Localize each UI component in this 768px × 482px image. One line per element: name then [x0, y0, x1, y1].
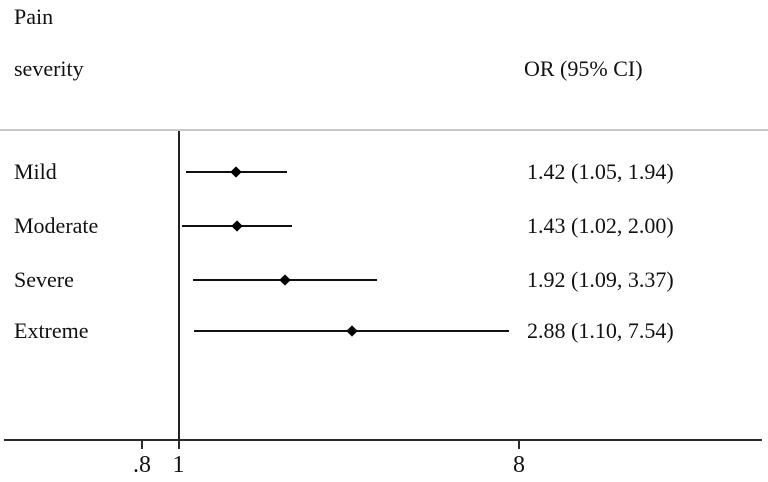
- row-label: Moderate: [14, 213, 99, 238]
- or-ci-value: 1.92 (1.09, 3.37): [527, 267, 674, 292]
- point-estimate-marker: [230, 166, 242, 178]
- x-axis-tick: [140, 441, 143, 449]
- column-header-pain: Pain: [14, 4, 54, 29]
- header-divider-line: [0, 129, 768, 131]
- x-axis-tick: [177, 441, 180, 449]
- x-axis-line: [4, 439, 762, 441]
- or-ci-value: 1.43 (1.02, 2.00): [527, 213, 674, 238]
- or-ci-value: 1.42 (1.05, 1.94): [527, 159, 674, 184]
- x-axis-tick: [518, 441, 520, 449]
- row-label: Mild: [14, 159, 57, 184]
- row-label: Severe: [14, 267, 74, 292]
- x-axis-tick-label: .8: [132, 452, 151, 478]
- column-header-severity: severity: [14, 56, 84, 81]
- point-estimate-marker: [346, 325, 358, 337]
- point-estimate-marker: [231, 220, 243, 232]
- column-header-or-ci: OR (95% CI): [524, 56, 643, 81]
- point-estimate-marker: [279, 274, 291, 286]
- or-ci-value: 2.88 (1.10, 7.54): [527, 318, 674, 343]
- x-axis-tick-label: 1: [172, 452, 185, 478]
- reference-line: [177, 131, 180, 449]
- row-label: Extreme: [14, 318, 89, 343]
- x-axis-tick-label: 8: [513, 452, 525, 478]
